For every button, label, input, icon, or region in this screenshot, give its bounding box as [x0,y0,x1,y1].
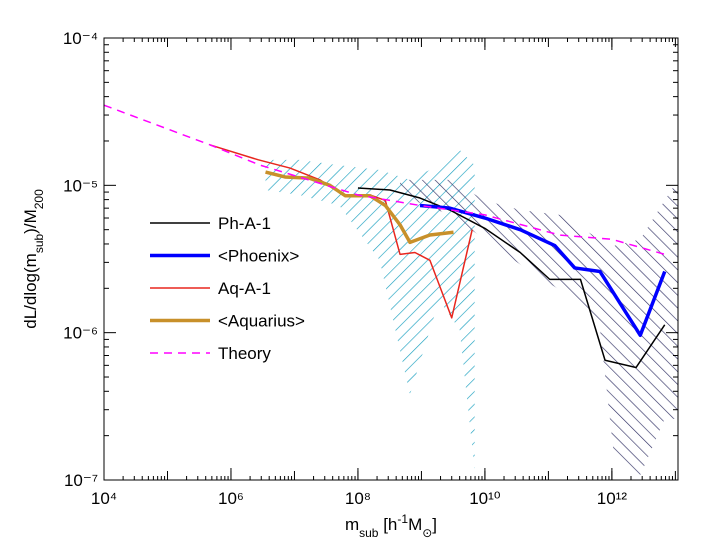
y-tick-label: 10⁻⁷ [64,471,98,490]
y-axis-label-part: dL/dlog(m [21,253,40,329]
y-tick-label: 10⁻⁴ [63,29,98,48]
x-axis-label-part: sub [359,526,379,540]
x-axis-label-part: [h [378,515,397,534]
series-line [104,104,665,256]
scatter-band [265,149,475,470]
series-line [209,144,473,319]
series-line [419,203,667,338]
x-axis-label-part: ⊙ [422,526,432,540]
legend-label: <Phoenix> [218,247,299,266]
x-tick-label: 10¹² [597,489,628,508]
legend-label: Ph-A-1 [218,214,271,233]
y-axis-label-part: )/M [21,209,40,234]
x-tick-label: 10¹⁰ [469,489,501,508]
x-tick-label: 10⁸ [345,489,371,508]
x-tick-label: 10⁴ [91,489,117,508]
x-axis-label-part: m [345,515,359,534]
y-axis-label-part: 200 [32,189,46,209]
legend-label: Theory [218,344,271,363]
x-axis-label-part: -1 [397,512,408,526]
x-axis-label-part: ] [432,515,437,534]
y-axis-label-part: sub [32,233,46,253]
y-axis-label: dL/dlog(msub)/M200 [21,189,46,329]
legend-label: <Aquarius> [218,312,305,331]
y-tick-label: 10⁻⁵ [63,176,98,195]
legend-label: Aq-A-1 [218,279,271,298]
x-axis-label: msub [h-1M⊙] [345,512,437,540]
x-tick-label: 10⁶ [218,489,244,508]
y-tick-label: 10⁻⁶ [63,324,98,343]
x-axis-label-part: M [408,515,422,534]
plot-frame [103,37,679,481]
series-line [357,187,666,369]
scatter-band [400,179,678,476]
plot-area [104,104,678,476]
